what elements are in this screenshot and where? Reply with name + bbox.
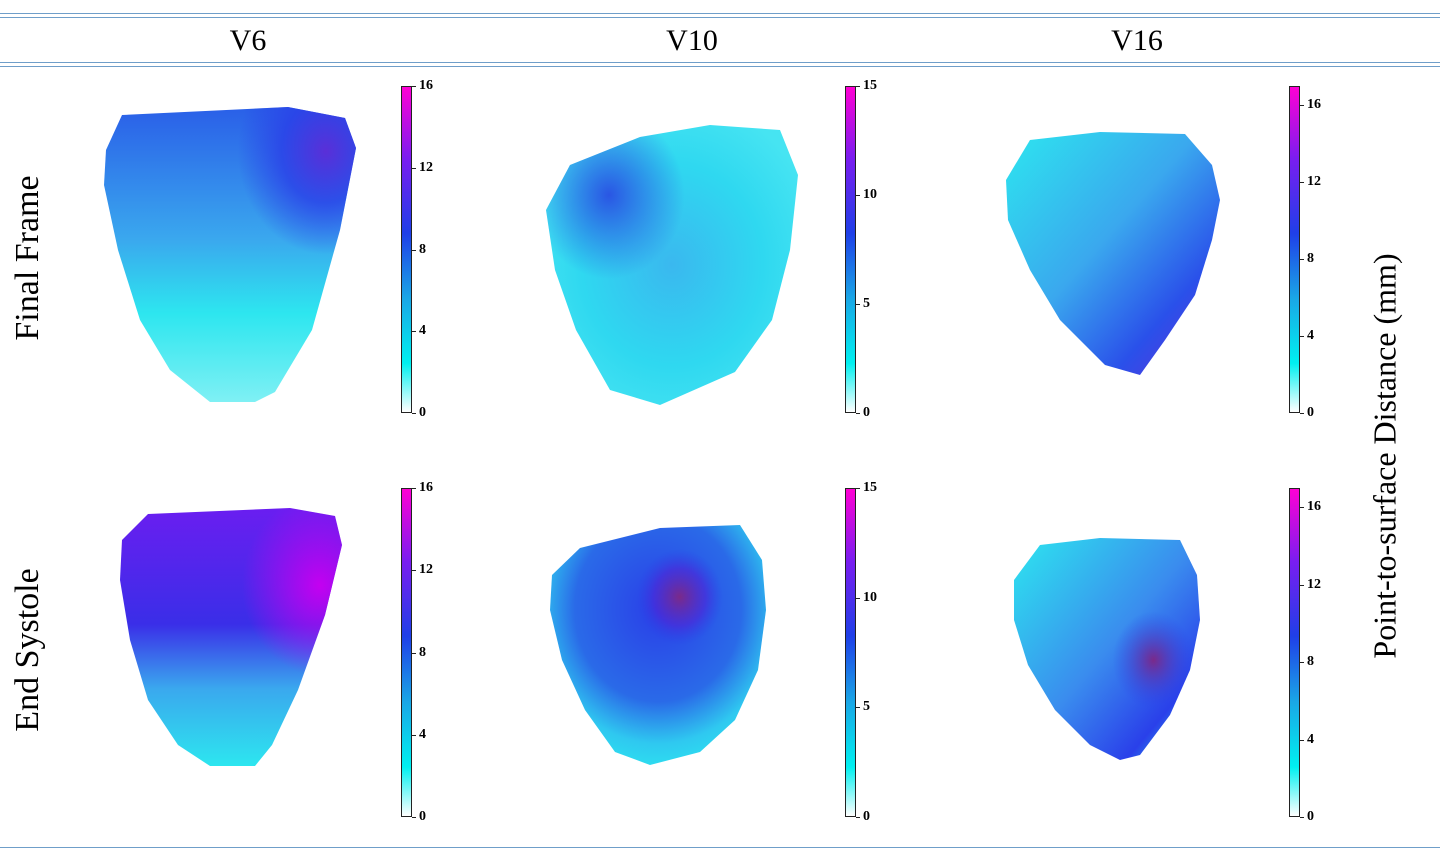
colorbar-tick-label: 4 (1300, 328, 1314, 344)
bottom-rule (0, 847, 1440, 848)
colorbar-tick-label: 0 (1300, 809, 1314, 824)
colorbar-tick-label: 0 (856, 405, 870, 420)
colorbar-tick-label: 4 (412, 726, 426, 742)
column-title-v6: V6 (229, 24, 267, 57)
heart-v10-final-frame (546, 125, 798, 405)
colorbar-v16-final-frame (1289, 86, 1300, 413)
colorbar-tick-label: 15 (856, 78, 877, 93)
heart-v16-end-systole (1014, 538, 1200, 760)
colorbar-tick-label: 16 (1300, 97, 1321, 113)
top-rule-1 (0, 13, 1440, 14)
colorbar-tick-label: 16 (412, 480, 433, 495)
colorbar-tick-label: 12 (412, 159, 433, 175)
colorbar-v10-end-systole (845, 488, 856, 817)
colorbar-v6-end-systole (401, 488, 412, 817)
colorbar-tick-label: 0 (856, 809, 870, 824)
top-rule-2 (0, 17, 1440, 18)
heart-v6-end-systole (120, 508, 342, 766)
colorbar-tick-label: 8 (1300, 654, 1314, 670)
header-rule-2 (0, 66, 1440, 67)
colorbar-v10-final-frame (845, 86, 856, 413)
header-rule-1 (0, 62, 1440, 63)
column-title-v16: V16 (1111, 24, 1163, 57)
colorbar-v6-final-frame (401, 86, 412, 413)
colorbar-tick-label: 8 (1300, 251, 1314, 267)
colorbar-tick-label: 12 (412, 562, 433, 578)
colorbar-tick-label: 5 (856, 699, 870, 715)
colorbar-tick-label: 4 (412, 323, 426, 339)
heart-v10-end-systole (550, 525, 766, 765)
colorbar-tick-label: 4 (1300, 731, 1314, 747)
colorbar-v16-end-systole (1289, 488, 1300, 817)
colorbar-tick-label: 15 (856, 480, 877, 495)
colorbar-tick-label: 10 (856, 187, 877, 202)
colorbar-tick-label: 5 (856, 296, 870, 311)
colorbar-tick-label: 8 (412, 241, 426, 257)
colorbar-tick-label: 0 (412, 405, 426, 420)
colorbar-tick-label: 12 (1300, 576, 1321, 592)
heart-v6-final-frame (104, 107, 356, 402)
colorbar-tick-label: 8 (412, 644, 426, 660)
colorbar-tick-label: 0 (412, 809, 426, 824)
colorbar-tick-label: 16 (1300, 499, 1321, 515)
colorbar-tick-label: 0 (1300, 405, 1314, 420)
column-title-v10: V10 (666, 24, 718, 57)
heart-v16-final-frame (1006, 132, 1220, 375)
colorbar-tick-label: 16 (412, 78, 433, 93)
colorbar-tick-label: 12 (1300, 174, 1321, 190)
colorbar-tick-label: 10 (856, 589, 877, 605)
